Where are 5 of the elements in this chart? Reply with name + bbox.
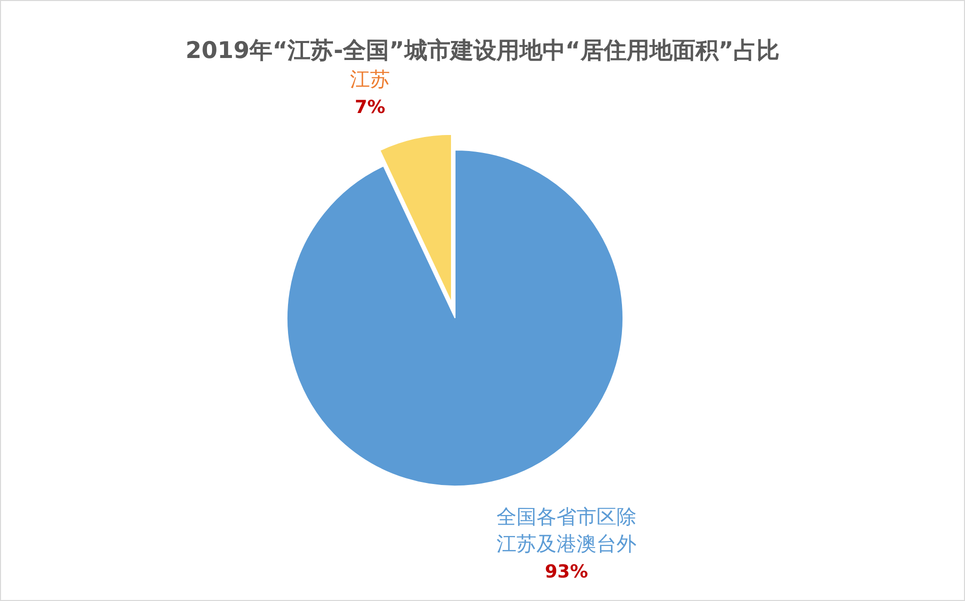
- slice-label: 全国各省市区除江苏及港澳台外: [496, 504, 636, 556]
- data-label: 93%: [544, 561, 588, 582]
- chart-title: 2019年“江苏-全国”城市建设用地中“居住用地面积”占比: [185, 37, 780, 64]
- data-label: 7%: [354, 96, 386, 118]
- slice-label: 江苏: [350, 66, 390, 91]
